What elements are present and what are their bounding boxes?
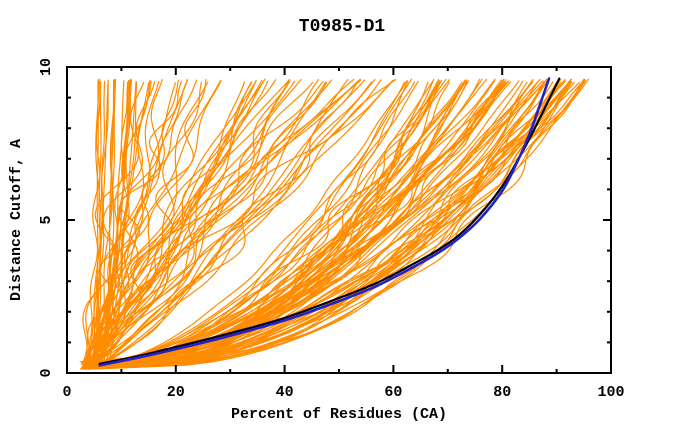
highlighted-model-curves [98, 77, 561, 367]
model-curve [87, 81, 562, 370]
model-curve [85, 79, 395, 363]
model-curve [89, 80, 257, 368]
model-curve [82, 81, 145, 365]
model-curve [85, 81, 183, 365]
model-curve [93, 81, 373, 369]
plot-frame [66, 66, 612, 374]
model-curve [95, 80, 290, 364]
x-axis-label: Percent of Residues (CA) [231, 406, 447, 423]
model-curve [82, 82, 131, 370]
model-curve [91, 79, 222, 367]
model-curve [93, 78, 505, 370]
y-tick-labels: 0 5 10 [38, 58, 55, 378]
model-curve [84, 80, 324, 365]
model-curve [96, 80, 549, 368]
model-curve [88, 78, 586, 370]
model-curve [91, 79, 163, 367]
model-curve [93, 78, 362, 366]
y-tick-label: 10 [38, 58, 55, 76]
model-curve [82, 79, 109, 367]
model-curve [95, 80, 125, 364]
chart-title: T0985-D1 [299, 17, 386, 37]
model-curve [93, 80, 467, 365]
model-curve [86, 79, 198, 367]
model-curve [84, 81, 129, 365]
model-curve [97, 80, 470, 368]
model-curve [82, 79, 382, 367]
model-curve [96, 79, 117, 370]
model-curve [96, 81, 152, 365]
model-curve [89, 79, 408, 368]
model-curve [93, 78, 376, 370]
model-curve [89, 80, 160, 365]
highlighted-curve-model-blue [98, 77, 551, 367]
model-curve [95, 81, 441, 369]
model-curve [94, 79, 441, 368]
model-curve [89, 81, 203, 365]
model-curve [96, 81, 327, 365]
model-curve [90, 79, 505, 363]
model-curve [86, 81, 358, 370]
model-curve [92, 81, 512, 369]
model-curve [87, 80, 509, 365]
plot-border [66, 66, 612, 374]
model-curve [93, 81, 102, 365]
y-axis-label: Distance Cutoff, A [8, 139, 25, 301]
x-tick-label: 80 [493, 384, 511, 401]
model-curve [91, 78, 585, 363]
model-curve [91, 80, 571, 368]
model-curve [88, 78, 548, 370]
model-curve [86, 80, 524, 368]
model-curve [83, 78, 496, 366]
model-curve [91, 79, 451, 367]
x-tick-label: 40 [276, 384, 294, 401]
model-curve [86, 81, 328, 370]
model-curve [89, 81, 538, 366]
model-curve [80, 81, 109, 365]
y-tick-label: 5 [38, 215, 55, 224]
model-curve [81, 79, 263, 364]
y-tick-label: 0 [38, 368, 55, 377]
model-curve [95, 78, 302, 370]
model-curve [95, 80, 291, 368]
model-curve [82, 78, 101, 370]
model-curve [85, 81, 463, 369]
model-curve [95, 78, 572, 370]
x-tick-label: 100 [597, 384, 624, 401]
x-tick-labels: 0 20 40 60 80 100 [62, 384, 624, 401]
model-curve [83, 79, 362, 363]
x-tick-label: 20 [167, 384, 185, 401]
model-curve [88, 79, 207, 370]
model-curve [95, 81, 534, 366]
model-curve [93, 80, 221, 364]
x-tick-label: 0 [62, 384, 71, 401]
model-curve [88, 79, 560, 363]
model-curve [84, 79, 534, 367]
model-curve [81, 81, 289, 366]
model-curve [80, 78, 435, 370]
model-curve [97, 79, 361, 367]
model-curve [87, 78, 413, 366]
model-ensemble-curves [79, 78, 590, 370]
x-tick-label: 60 [384, 384, 402, 401]
model-curve [97, 81, 440, 366]
model-curve [95, 78, 507, 367]
